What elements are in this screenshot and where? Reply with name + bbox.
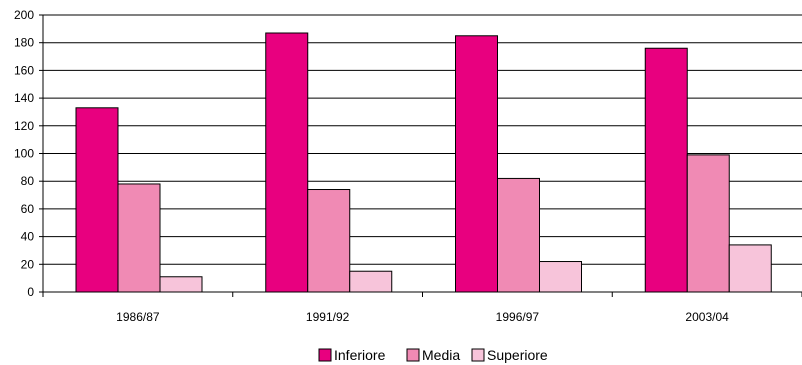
x-tick-label: 1986/87 — [116, 310, 160, 324]
y-tick-label: 60 — [21, 202, 35, 216]
y-tick-label: 0 — [27, 285, 34, 299]
bar-inferiore-2003-04 — [644, 47, 688, 293]
bar-superiore-1991-92 — [349, 270, 393, 293]
y-tick-label: 120 — [14, 119, 34, 133]
x-tick-label: 2003/04 — [685, 310, 729, 324]
bar-inferiore-1996-97 — [455, 35, 498, 293]
bar-media-1986-87 — [117, 183, 161, 293]
y-tick-label: 200 — [14, 8, 34, 22]
legend-label-superiore: Superiore — [487, 347, 548, 363]
legend-label-media: Media — [422, 347, 460, 363]
legend-swatch-media — [406, 348, 420, 362]
x-tick-label: 1996/97 — [496, 310, 540, 324]
y-tick-labels: 0 20 40 60 80 100 120 140 160 180 200 — [14, 8, 34, 299]
x-tick-labels: 1986/87 1991/92 1996/97 2003/04 — [116, 310, 729, 324]
bar-media-1991-92 — [307, 189, 351, 293]
y-tick-label: 160 — [14, 63, 34, 77]
bar-superiore-1996-97 — [539, 261, 582, 293]
y-tick-label: 180 — [14, 36, 34, 50]
y-tick-label: 100 — [14, 147, 34, 161]
legend: Inferiore Media Superiore — [318, 347, 548, 363]
bar-media-1996-97 — [497, 177, 540, 293]
legend-swatch-superiore — [471, 348, 485, 362]
grid-lines — [43, 14, 802, 265]
axes — [39, 14, 802, 297]
bar-superiore-2003-04 — [728, 244, 772, 293]
legend-label-inferiore: Inferiore — [334, 347, 386, 363]
x-tick-label: 1991/92 — [306, 310, 350, 324]
y-tick-label: 80 — [21, 174, 35, 188]
bar-inferiore-1991-92 — [265, 32, 309, 293]
bar-superiore-1986-87 — [159, 276, 203, 293]
bar-media-2003-04 — [686, 154, 730, 293]
y-tick-label: 40 — [21, 230, 35, 244]
bars — [75, 32, 772, 293]
y-tick-label: 20 — [21, 257, 35, 271]
y-tick-label: 140 — [14, 91, 34, 105]
bar-inferiore-1986-87 — [75, 107, 119, 293]
legend-swatch-inferiore — [318, 348, 332, 362]
